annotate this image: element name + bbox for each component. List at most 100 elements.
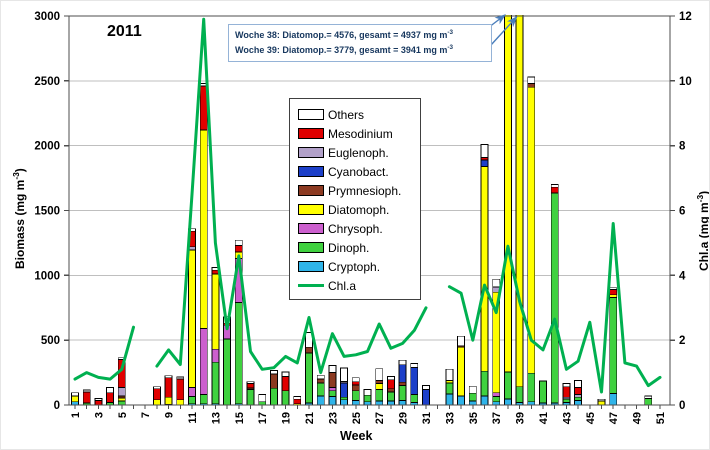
bar-week-1 [71,392,79,406]
bar-segment-mesodinium [562,386,571,398]
bar-segment-prymnesioph [386,388,395,393]
bar-segment-prymnesioph [398,381,407,386]
bar-segment-prymnesioph [351,384,360,392]
x-axis-tick-label: 51 [655,412,667,424]
bar-segment-others [386,376,395,381]
x-axis-tick-label: 41 [538,412,550,424]
x-axis-tick-label: 39 [515,412,527,424]
legend-label: Cryptoph. [328,259,381,274]
bar-segment-dinoph [515,386,524,403]
bar-segment-others [609,287,618,291]
bar-segment-others [492,278,501,288]
bar-week-25 [351,377,360,406]
bar-week-34 [457,335,466,406]
bar-week-44 [574,379,582,406]
bar-segment-mesodinium [386,379,395,390]
legend-label: Others [328,107,365,122]
bar-week-29 [398,359,407,406]
x-axis-tick-label: 7 [140,412,152,418]
bar-segment-dinoph [398,385,407,401]
bar-segment-mesodinium [281,376,290,392]
bar-segment-others [351,377,360,383]
chla-line-segment [73,325,135,381]
right-axis-tick-label: 8 [679,141,686,153]
bar-segment-prymnesioph [527,83,536,88]
legend-label: Dinoph. [328,240,370,255]
legend-color-swatch-icon [298,261,324,272]
bar-segment-others [269,370,278,375]
right-axis-tick-label: 0 [679,400,685,412]
bar-segment-diatomoph [515,15,524,388]
chla-line-segment [447,222,662,394]
bar-week-43 [562,383,571,406]
bar-week-30 [410,363,419,406]
bar-segment-dinoph [269,387,278,406]
bar-segment-dinoph [492,396,501,403]
right-axis-tick-label: 10 [679,76,692,88]
x-axis-tick-label: 23 [327,412,339,424]
bar-week-42 [550,184,559,406]
bar-segment-dinoph [503,371,512,400]
x-axis-tick-label: 31 [421,412,433,424]
bar-segment-mesodinium [234,245,243,253]
chart-title: 2011 [107,23,142,40]
legend-color-swatch-icon [298,109,324,120]
legend-item-chl-a: Chl.a [298,276,416,295]
bar-segment-others [410,363,419,368]
bar-week-23 [328,365,337,406]
bar-segment-dinoph [246,388,255,406]
bar-segment-dinoph [211,361,220,405]
bar-segment-mesodinium [246,383,255,389]
bar-segment-others [328,365,337,373]
bar-segment-diatomoph [199,129,208,329]
bar-week-26 [363,388,372,406]
bar-segment-others [71,392,79,397]
x-axis-tick-label: 3 [93,412,105,418]
right-axis-tick-label: 4 [679,270,686,282]
bar-segment-dinoph [410,394,419,403]
x-axis-tick-label: 43 [561,412,573,424]
x-axis-tick-label: 21 [304,412,316,424]
bar-segment-diatomoph [480,165,489,372]
bar-week-33 [445,368,454,406]
bar-week-19 [281,371,290,406]
bar-segment-dinoph [375,388,384,402]
x-axis-tick-label: 25 [351,412,363,424]
bar-segment-others [644,395,653,399]
right-axis-tick-label: 6 [679,206,685,218]
bar-segment-others [422,385,430,390]
legend-label: Prymnesioph. [328,183,402,198]
legend-color-swatch-icon [298,147,324,158]
bar-week-50 [644,395,653,406]
legend-item-diatomoph: Diatomoph. [298,200,416,219]
bar-segment-others [106,387,114,394]
bar-week-18 [269,370,278,406]
bar-segment-dinoph [609,296,618,394]
bar-segment-mesodinium [106,392,114,403]
bar-segment-others [398,359,407,366]
bar-week-47 [609,287,618,406]
bar-segment-others [176,376,185,380]
bar-segment-others [258,394,267,403]
legend-item-others: Others [298,105,416,124]
x-axis-tick-label: 13 [210,412,222,424]
bar-segment-others [468,385,477,394]
legend-color-swatch-icon [298,166,324,177]
legend-item-euglenoph: Euglenoph. [298,143,416,162]
bar-week-2 [82,389,91,406]
bar-week-3 [94,398,103,406]
bar-segment-chrysoph [199,328,208,395]
bar-segment-dinoph [574,396,582,401]
bar-segment-dinoph [527,372,536,403]
bar-segment-cryptoph [340,399,349,406]
x-axis-tick-label: 45 [585,412,597,424]
legend-line-swatch-icon [298,284,324,287]
bar-week-27 [375,368,384,406]
bar-week-21 [305,331,313,406]
bar-segment-others [152,386,161,390]
bar-week-37 [492,278,501,406]
x-axis-tick-label: 47 [608,412,620,424]
bar-segment-dinoph [316,382,325,397]
bar-segment-dinoph [468,392,477,402]
bar-segment-others [527,76,536,84]
